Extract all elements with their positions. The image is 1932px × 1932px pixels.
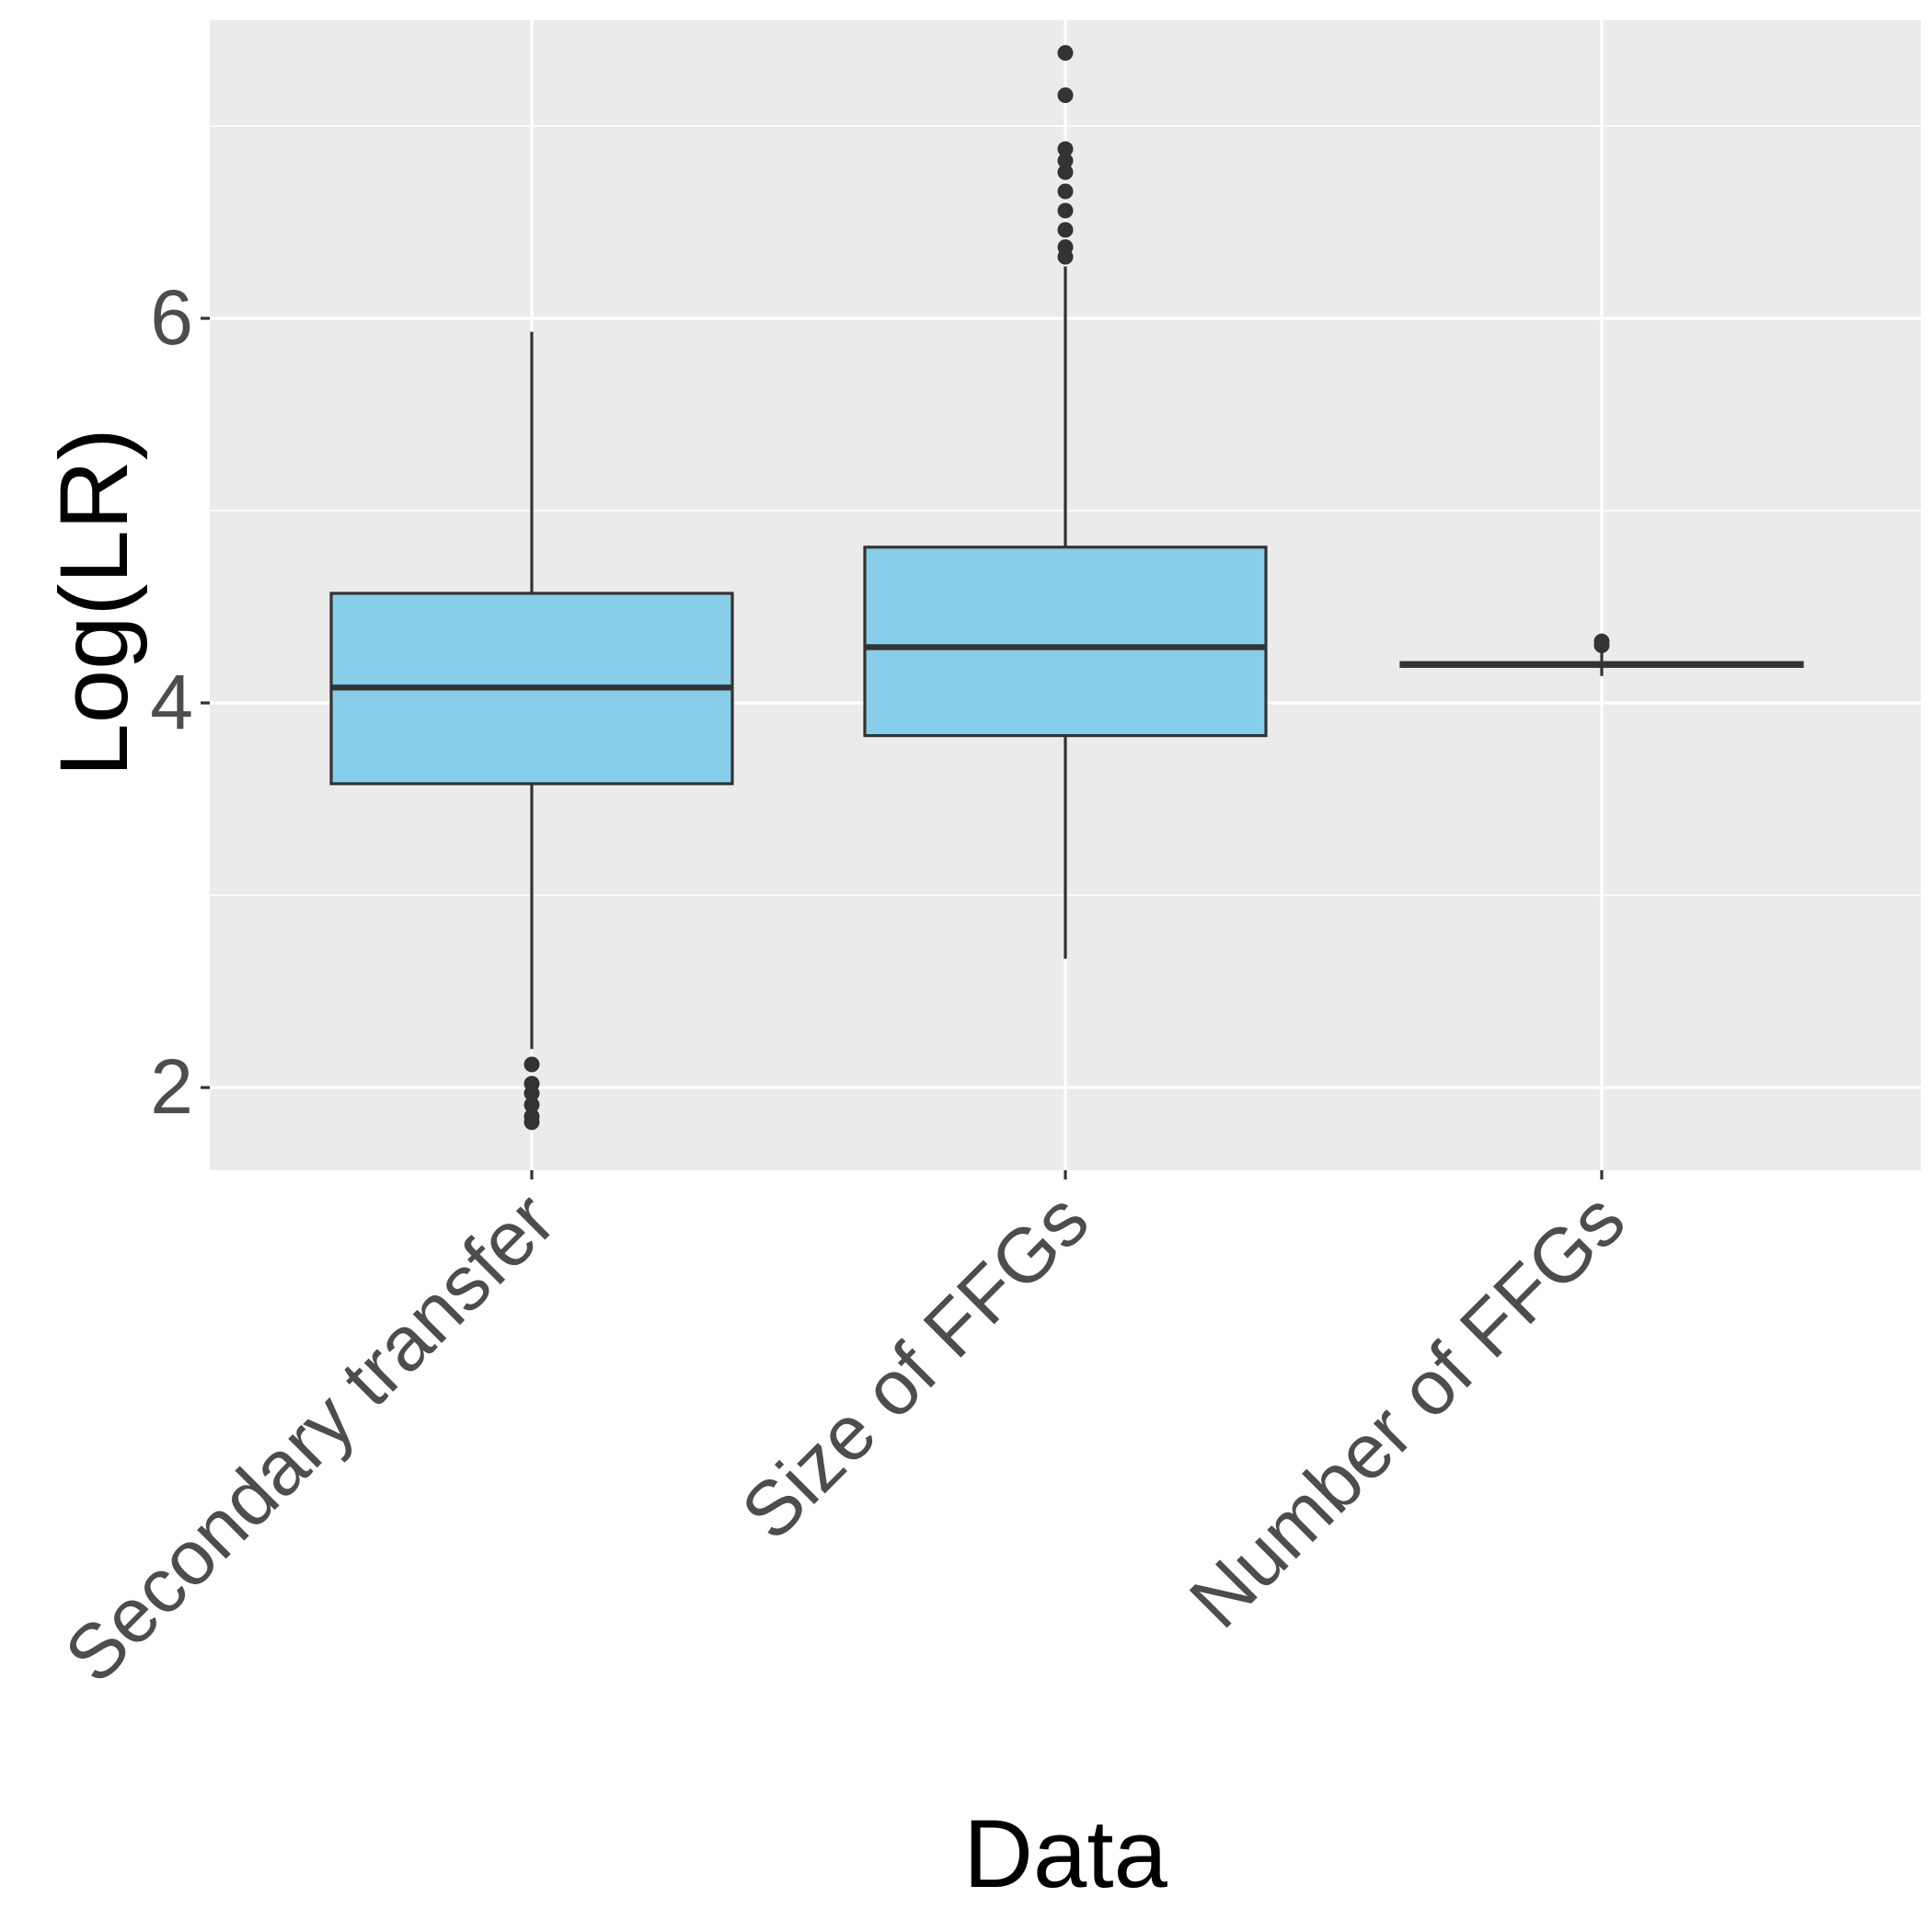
x-tick-label: Number of FFGs	[1173, 1176, 1641, 1644]
x-axis-title: Data	[963, 1800, 1167, 1908]
x-tick-label: Secondary transfer	[48, 1176, 570, 1698]
boxes	[329, 45, 1804, 1131]
outlier-point	[523, 1097, 540, 1113]
outlier-point	[1057, 202, 1074, 219]
y-tick-label: 4	[150, 659, 193, 745]
box-group	[863, 45, 1268, 960]
outlier-point	[1057, 141, 1074, 157]
outlier-point	[1057, 45, 1074, 62]
y-tick-label: 6	[150, 274, 193, 361]
x-tick-label: Size of FFGs	[725, 1176, 1105, 1556]
outlier-point	[1057, 164, 1074, 180]
outlier-point	[1057, 248, 1074, 265]
outlier-point	[523, 1056, 540, 1073]
outlier-point	[1593, 637, 1610, 653]
outlier-point	[1057, 153, 1074, 169]
box	[863, 546, 1268, 738]
y-axis-title: Log(LR)	[40, 428, 148, 776]
box-group	[1399, 633, 1804, 676]
box-group	[329, 331, 734, 1131]
outlier-point	[523, 1114, 540, 1131]
outlier-point	[1057, 87, 1074, 104]
y-tick-label: 2	[150, 1043, 193, 1130]
outlier-point	[523, 1085, 540, 1101]
outlier-point	[1057, 183, 1074, 200]
outlier-point	[1057, 222, 1074, 238]
